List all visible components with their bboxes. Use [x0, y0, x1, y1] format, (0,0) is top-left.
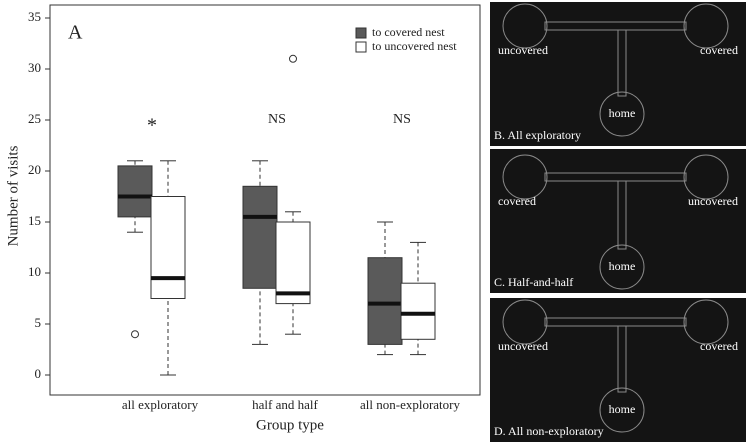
box	[275, 221, 311, 305]
maze-arm	[502, 154, 548, 200]
annotation: NS	[268, 112, 286, 127]
maze-arm	[599, 244, 645, 290]
maze-arm	[502, 299, 548, 345]
maze-corridor	[544, 172, 687, 182]
maze-label: uncovered	[498, 43, 548, 57]
y-tick-label: 30	[28, 60, 41, 75]
legend-label: to covered nest	[372, 25, 445, 39]
maze-label: home	[609, 259, 636, 273]
legend-label: to uncovered nest	[372, 39, 457, 53]
x-tick-label: all non-exploratory	[360, 397, 460, 412]
box	[117, 165, 153, 218]
maze-label: covered	[498, 194, 536, 208]
maze-arm	[683, 3, 729, 49]
annotation: NS	[393, 112, 411, 127]
x-tick-label: half and half	[252, 397, 318, 412]
panel-caption: D. All non-exploratory	[494, 424, 604, 438]
maze-corridor	[544, 317, 687, 327]
maze-arm	[683, 154, 729, 200]
panel-label: A	[68, 22, 83, 44]
box	[242, 185, 278, 289]
y-tick-label: 20	[28, 162, 41, 177]
x-axis-label: Group type	[256, 417, 324, 433]
maze-label: covered	[700, 339, 738, 353]
outlier	[131, 330, 139, 339]
maze-label: uncovered	[498, 339, 548, 353]
plot-frame	[49, 4, 481, 396]
maze-label: home	[609, 402, 636, 416]
maze-corridor	[617, 180, 627, 250]
panel-caption: C. Half-and-half	[494, 275, 573, 289]
maze-arm	[683, 299, 729, 345]
y-tick-label: 35	[28, 9, 41, 24]
box	[367, 257, 403, 345]
y-tick-label: 10	[28, 264, 41, 279]
maze-arm	[502, 3, 548, 49]
y-tick-label: 25	[28, 111, 41, 126]
maze-corridor	[617, 29, 627, 97]
box	[400, 282, 436, 340]
annotation: *	[147, 115, 157, 137]
y-tick-label: 15	[28, 213, 41, 228]
y-tick-label: 5	[35, 315, 42, 330]
legend-swatch	[355, 27, 367, 39]
maze-label: home	[609, 106, 636, 120]
x-tick-label: all exploratory	[122, 397, 199, 412]
maze-arm	[599, 91, 645, 137]
legend-swatch	[355, 41, 367, 53]
y-tick-label: 0	[35, 366, 42, 381]
maze-label: uncovered	[688, 194, 738, 208]
panel-caption: B. All exploratory	[494, 128, 581, 142]
maze-arm	[599, 387, 645, 433]
y-axis-label: Number of visits	[5, 145, 21, 246]
maze-corridor	[617, 325, 627, 393]
maze-corridor	[544, 21, 687, 31]
maze-label: covered	[700, 43, 738, 57]
box	[150, 196, 186, 299]
outlier	[289, 54, 297, 63]
